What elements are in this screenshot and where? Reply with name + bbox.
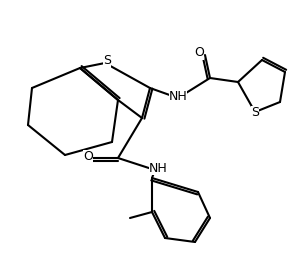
Text: O: O: [83, 150, 93, 163]
Text: NH: NH: [169, 91, 188, 104]
Text: S: S: [251, 105, 259, 118]
Text: NH: NH: [148, 161, 167, 174]
Text: S: S: [103, 54, 111, 68]
Text: O: O: [194, 46, 204, 60]
